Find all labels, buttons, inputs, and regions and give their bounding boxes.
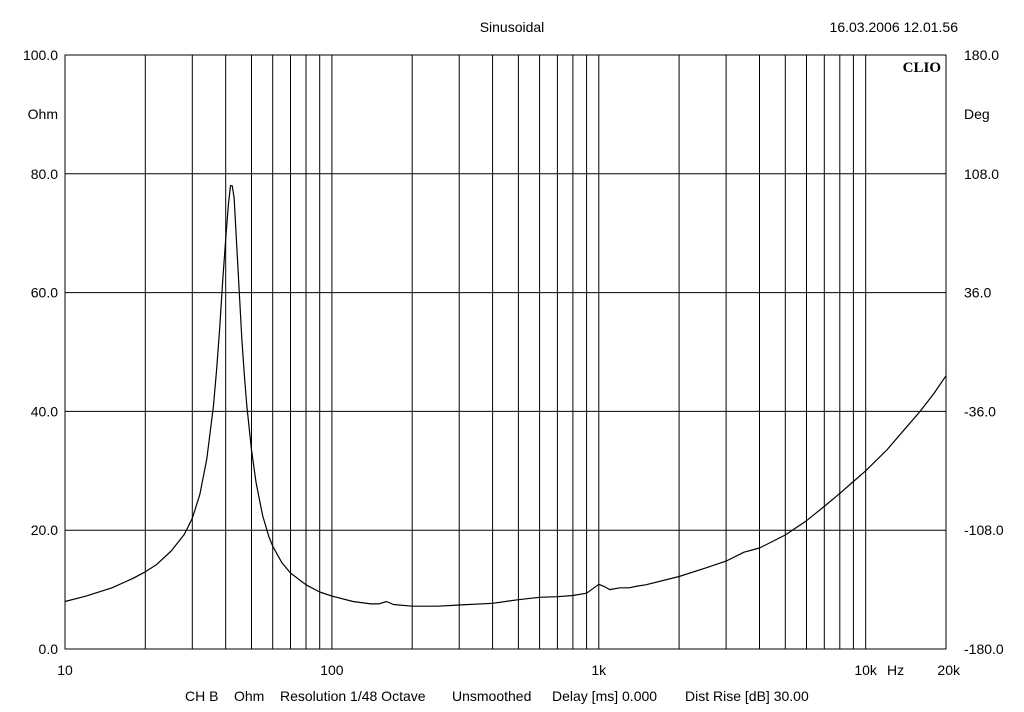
footer-channel: CH B [185, 688, 218, 704]
y-tick-label: 100.0 [23, 47, 58, 63]
footer-dist-rise: Dist Rise [dB] 30.00 [685, 688, 809, 704]
x-axis-unit: Hz [887, 662, 904, 678]
y-tick-label: 60.0 [31, 285, 58, 301]
footer-resolution: Resolution 1/48 Octave [280, 688, 426, 704]
tick-labels: 0.0 20.0 40.0 60.0 80.0 100.0 -180.0 -108.0 -36.… [23, 47, 1004, 678]
x-tick-label: 20k [937, 662, 961, 678]
chart-title: Sinusoidal [480, 19, 545, 35]
footer-unit: Ohm [234, 688, 264, 704]
clio-logo: CLIO [903, 60, 941, 76]
y2-tick-label: 180.0 [964, 47, 999, 63]
logo-background [893, 58, 943, 76]
x-tick-label: 1k [591, 662, 607, 678]
y-tick-label: 80.0 [31, 166, 58, 182]
impedance-series-line [64, 185, 947, 607]
plot-frame [64, 54, 947, 650]
y2-tick-label: 108.0 [964, 166, 999, 182]
y-tick-label: 20.0 [31, 522, 58, 538]
x-tick-label: 10k [854, 662, 878, 678]
series-layer [64, 185, 947, 607]
chart-timestamp: 16.03.2006 12.01.56 [830, 19, 959, 35]
x-tick-label: 100 [320, 662, 344, 678]
y-tick-label: 40.0 [31, 403, 58, 419]
y2-axis-label: Deg [964, 106, 990, 122]
y2-tick-label: 36.0 [964, 285, 991, 301]
grid-lines [65, 55, 946, 649]
footer-smoothing: Unsmoothed [452, 688, 531, 704]
x-tick-label: 10 [57, 662, 73, 678]
y-tick-label: 0.0 [39, 641, 59, 657]
y2-tick-label: -108.0 [964, 522, 1004, 538]
y-axis-label: Ohm [28, 106, 58, 122]
y2-tick-label: -36.0 [964, 403, 996, 419]
y2-tick-label: -180.0 [964, 641, 1004, 657]
footer-delay: Delay [ms] 0.000 [552, 688, 657, 704]
